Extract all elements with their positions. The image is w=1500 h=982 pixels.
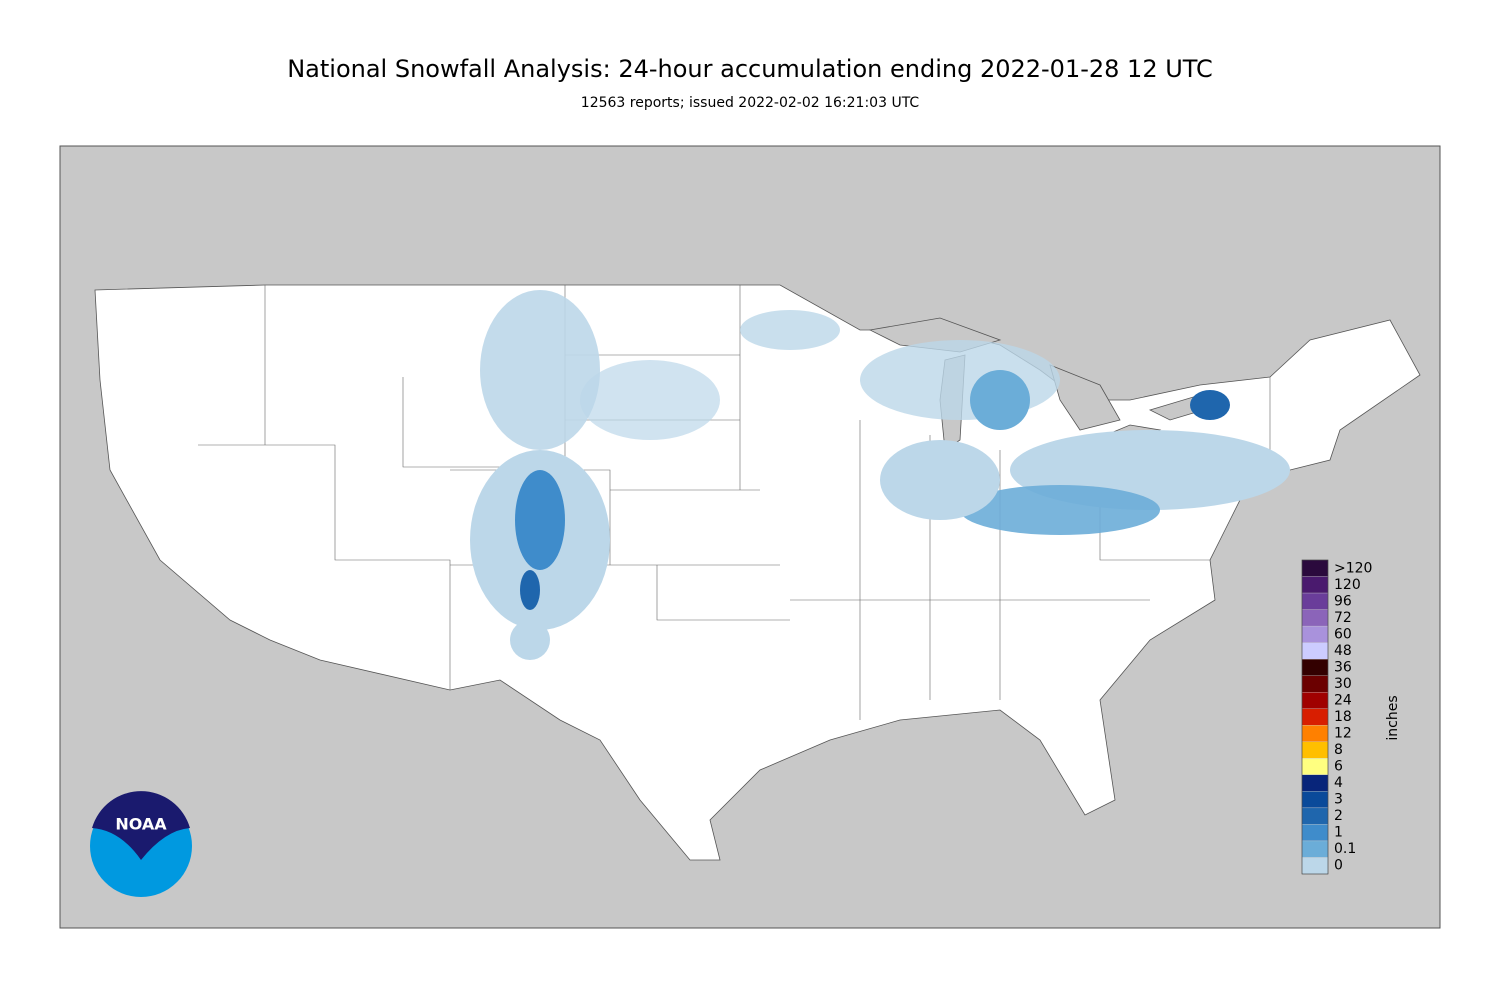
legend-label: 4 xyxy=(1334,775,1343,791)
legend-label: 30 xyxy=(1334,676,1352,692)
legend-swatch xyxy=(1301,559,1329,577)
legend-swatch xyxy=(1301,791,1329,809)
subtitle: 12563 reports; issued 2022-02-02 16:21:0… xyxy=(581,95,920,111)
legend-swatch xyxy=(1301,576,1329,594)
logo-text: NOAA xyxy=(115,815,167,834)
legend-swatch xyxy=(1301,625,1329,643)
legend-swatch xyxy=(1301,708,1329,726)
legend-swatch xyxy=(1301,692,1329,709)
legend-label: 8 xyxy=(1334,742,1343,758)
legend-label: 18 xyxy=(1334,709,1352,725)
legend-label: 120 xyxy=(1334,577,1361,593)
legend-label: 6 xyxy=(1334,759,1343,775)
legend-label: 24 xyxy=(1334,692,1352,708)
legend-swatch xyxy=(1301,609,1329,627)
noaa-logo: NOAA xyxy=(90,791,192,897)
legend-swatch xyxy=(1301,659,1329,676)
title: National Snowfall Analysis: 24-hour accu… xyxy=(287,55,1213,83)
legend-label: 48 xyxy=(1334,643,1352,659)
legend-unit: inches xyxy=(1385,695,1401,740)
legend-frame xyxy=(1301,559,1329,875)
legend-label: 0.1 xyxy=(1334,841,1356,857)
legend-label: 0 xyxy=(1334,858,1343,874)
legend-swatch xyxy=(1301,741,1329,759)
legend-swatch xyxy=(1301,824,1329,842)
state-borders xyxy=(198,285,1271,720)
legend-label: 2 xyxy=(1334,808,1343,824)
legend-swatch xyxy=(1301,758,1329,775)
legend-label: 96 xyxy=(1334,593,1352,609)
legend-swatch xyxy=(1301,857,1329,875)
legend-swatch xyxy=(1301,725,1329,742)
legend-label: >120 xyxy=(1334,560,1372,576)
legend-swatch xyxy=(1301,592,1329,610)
legend-label: 1 xyxy=(1334,825,1343,841)
legend-swatch xyxy=(1301,807,1329,825)
legend-label: 12 xyxy=(1334,726,1352,742)
snowfall-shading xyxy=(470,290,1290,660)
legend-swatch xyxy=(1301,774,1329,792)
legend-swatch xyxy=(1301,675,1329,693)
legend-label: 60 xyxy=(1334,626,1352,642)
legend-label: 72 xyxy=(1334,610,1352,626)
legend-swatch xyxy=(1301,840,1329,858)
legend-label: 36 xyxy=(1334,659,1352,675)
legend-swatch xyxy=(1301,642,1329,660)
legend-label: 3 xyxy=(1334,792,1343,808)
map xyxy=(94,284,1421,861)
